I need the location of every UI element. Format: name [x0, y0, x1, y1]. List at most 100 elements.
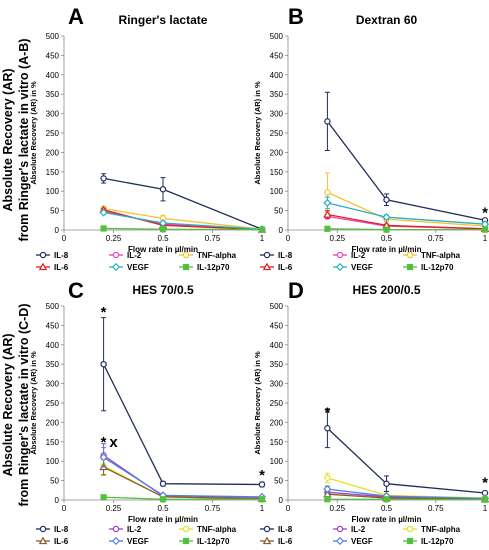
y-tick-label: 300 — [270, 110, 284, 119]
y-tick-label: 250 — [46, 129, 60, 138]
y-tick-label: 100 — [270, 187, 284, 196]
data-point — [100, 494, 107, 501]
series-il-12p70 — [100, 225, 266, 233]
legend-entry: IL-12p70 — [179, 263, 230, 272]
legend-entry: IL-2 — [333, 251, 366, 260]
legend-marker — [406, 537, 414, 545]
significance-marker: * — [324, 405, 330, 422]
y-tick-label: 50 — [50, 477, 59, 486]
legend-marker — [111, 262, 121, 272]
chart-panel-d: D HES 200/0.5 0 50 100 150 200 250 300 350 400 450 5… — [253, 278, 489, 546]
x-tick-label: 0.5 — [381, 234, 393, 243]
y-tick-label: 350 — [46, 90, 60, 99]
data-point — [323, 210, 332, 218]
y-tick-label: 450 — [270, 321, 284, 330]
series-vegf — [323, 196, 489, 229]
legend-marker — [39, 525, 47, 533]
legend-marker — [335, 262, 345, 272]
data-point — [99, 453, 108, 462]
legend-label: IL-2 — [127, 251, 142, 260]
row-label: Absolute Recovery (AR) from Ringer's lact… — [1, 304, 31, 507]
x-tick-label: 0.25 — [106, 234, 122, 243]
row-label-line: Absolute Recovery (AR) — [1, 68, 15, 211]
x-tick-label: 0.25 — [106, 504, 122, 513]
legend-entry: IL-6 — [36, 536, 69, 546]
legend-label: IL-6 — [278, 537, 293, 546]
legend-entry: IL-6 — [260, 262, 293, 272]
legend-entry: VEGF — [333, 262, 373, 272]
legend-label: TNF-alpha — [197, 525, 237, 534]
row-label-line: from Ringer's lactate in vitro (A-B) — [17, 39, 31, 242]
row-label-line: Absolute Recovery (AR) — [1, 333, 15, 476]
y-tick-label: 50 — [274, 207, 283, 216]
row-label: Absolute Recovery (AR) from Ringer's lact… — [1, 39, 31, 242]
x-tick-label: 0.5 — [157, 234, 169, 243]
y-tick-label: 500 — [270, 302, 284, 311]
legend-label: IL-2 — [127, 525, 142, 534]
legend-entry: IL-2 — [109, 251, 142, 260]
series-line — [327, 213, 486, 230]
legend-label: IL-2 — [351, 525, 366, 534]
legend-marker — [406, 263, 414, 271]
x-tick-label: 0.75 — [428, 504, 444, 513]
x-tick-label: 1 — [483, 504, 488, 513]
y-tick-label: 100 — [46, 187, 60, 196]
legend-marker — [38, 536, 48, 545]
legend-marker — [112, 525, 120, 533]
significance-marker: x — [109, 434, 118, 451]
series-il-12p70 — [100, 494, 266, 503]
y-tick-label: 400 — [270, 341, 284, 350]
y-tick-label: 0 — [55, 496, 60, 505]
y-tick-label: 450 — [46, 321, 60, 330]
legend-label: VEGF — [127, 263, 149, 272]
legend-marker — [262, 262, 272, 271]
series-vegf — [99, 447, 267, 501]
data-point — [100, 175, 107, 182]
legend-label: VEGF — [351, 537, 373, 546]
legend-marker — [406, 251, 414, 259]
data-point — [481, 226, 489, 233]
y-tick-label: 150 — [46, 438, 60, 447]
legend-label: TNF-alpha — [421, 251, 461, 260]
significance-marker: * — [482, 475, 488, 492]
data-point — [159, 496, 167, 503]
y-tick-label: 400 — [270, 71, 284, 80]
legend-label: IL-6 — [278, 263, 293, 272]
legend-marker — [182, 251, 190, 259]
series-il-8 — [100, 317, 266, 488]
legend-entry: IL-6 — [260, 536, 293, 546]
data-point — [324, 189, 331, 196]
y-tick-label: 100 — [46, 457, 60, 466]
data-point — [159, 480, 167, 487]
chart-panel-b: B Dextran 60 0 50 100 150 200 250 300 350 400 450 50… — [253, 4, 489, 272]
data-point — [481, 496, 489, 503]
y-tick-label: 350 — [270, 90, 284, 99]
chart-panel-a: A Ringer's lactate 0 50 100 150 200 250 300 350 40… — [29, 4, 267, 272]
legend-label: TNF-alpha — [421, 525, 461, 534]
y-tick-label: 450 — [270, 51, 284, 60]
y-tick-label: 100 — [270, 457, 284, 466]
y-tick-label: 400 — [46, 341, 60, 350]
panel-letter: C — [68, 278, 84, 303]
y-tick-label: 150 — [270, 168, 284, 177]
x-tick-label: 0.5 — [157, 504, 169, 513]
legend-entry: IL-12p70 — [179, 537, 230, 546]
series-line — [103, 454, 263, 499]
legend-label: IL-12p70 — [197, 263, 230, 272]
legend-entry: TNF-alpha — [403, 525, 461, 534]
x-tick-label: 0.75 — [428, 234, 444, 243]
legend-entry: IL-12p70 — [403, 263, 454, 272]
x-tick-label: 0 — [286, 234, 291, 243]
legend-marker — [182, 263, 190, 271]
data-point — [258, 496, 266, 503]
y-tick-label: 250 — [46, 399, 60, 408]
y-axis-title: Absolute Recovery (AR) in % — [253, 81, 262, 185]
y-tick-label: 350 — [270, 360, 284, 369]
series-line — [327, 477, 486, 499]
series-il-2 — [100, 443, 266, 502]
x-tick-label: 0.75 — [205, 234, 221, 243]
legend-entry: IL-6 — [36, 262, 69, 272]
y-tick-label: 50 — [50, 207, 59, 216]
panel-letter: D — [288, 278, 304, 303]
